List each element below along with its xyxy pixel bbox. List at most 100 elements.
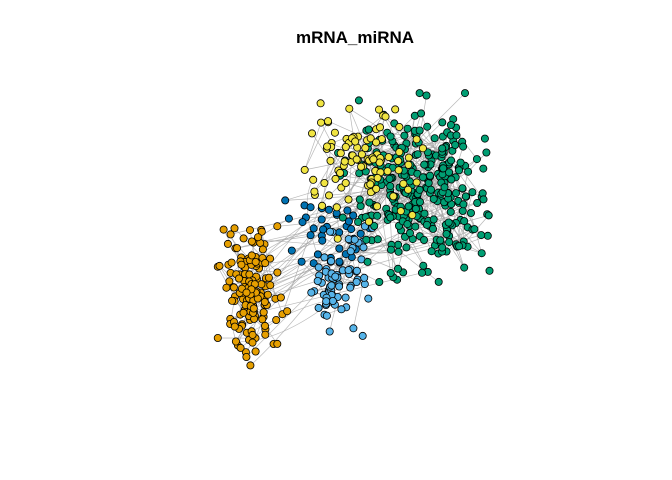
graph-edge — [285, 191, 315, 201]
graph-node-orange-cluster — [226, 230, 235, 239]
graph-node-orange-cluster — [247, 251, 256, 260]
graph-node-darkblue-cluster — [343, 206, 352, 215]
graph-node-green-cluster — [415, 126, 424, 135]
graph-node-green-cluster — [415, 197, 424, 206]
graph-node-yellow-cluster — [309, 175, 318, 184]
graph-node-orange-cluster — [257, 280, 266, 289]
graph-node-orange-cluster — [273, 339, 282, 348]
graph-node-darkblue-cluster — [309, 259, 318, 268]
graph-node-orange-cluster — [249, 304, 258, 313]
graph-node-orange-cluster — [283, 307, 292, 316]
graph-node-green-cluster — [355, 195, 364, 204]
graph-node-darkblue-cluster — [317, 215, 326, 224]
graph-node-orange-cluster — [253, 233, 262, 242]
graph-node-green-cluster — [386, 245, 395, 254]
graph-node-yellow-cluster — [300, 165, 309, 174]
graph-node-yellow-cluster — [320, 178, 329, 187]
graph-node-lightblue-cluster — [313, 276, 322, 285]
graph-node-orange-cluster — [242, 352, 251, 361]
graph-node-lightblue-cluster — [331, 272, 340, 281]
graph-node-green-cluster — [423, 122, 432, 131]
graph-node-yellow-cluster — [389, 192, 398, 201]
graph-node-green-cluster — [411, 222, 420, 231]
graph-node-lightblue-cluster — [337, 305, 346, 314]
graph-node-green-cluster — [464, 167, 473, 176]
graph-node-green-cluster — [444, 168, 453, 177]
graph-node-yellow-cluster — [323, 117, 332, 126]
graph-node-yellow-cluster — [361, 143, 370, 152]
graph-node-orange-cluster — [228, 296, 237, 305]
graph-node-green-cluster — [483, 231, 492, 240]
graph-node-darkblue-cluster — [344, 217, 353, 226]
graph-node-yellow-cluster — [404, 185, 413, 194]
graph-node-yellow-cluster — [384, 153, 393, 162]
graph-node-yellow-cluster — [318, 201, 327, 210]
graph-node-green-cluster — [456, 158, 465, 167]
graph-node-yellow-cluster — [357, 150, 366, 159]
graph-node-darkblue-cluster — [306, 203, 315, 212]
graph-node-lightblue-cluster — [346, 247, 355, 256]
graph-node-yellow-cluster — [323, 142, 332, 151]
graph-node-orange-cluster — [261, 330, 270, 339]
graph-edge — [304, 122, 322, 171]
graph-node-yellow-cluster — [307, 129, 316, 138]
graph-node-green-cluster — [373, 235, 382, 244]
graph-node-green-cluster — [404, 202, 413, 211]
graph-node-lightblue-cluster — [346, 283, 355, 292]
graph-node-darkblue-cluster — [318, 236, 327, 245]
graph-node-yellow-cluster — [369, 155, 378, 164]
graph-node-orange-cluster — [273, 222, 282, 231]
graph-node-green-cluster — [422, 91, 431, 100]
graph-node-orange-cluster — [266, 281, 275, 290]
graph-node-yellow-cluster — [418, 144, 427, 153]
graph-node-green-cluster — [362, 235, 371, 244]
graph-node-green-cluster — [394, 247, 403, 256]
graph-node-lightblue-cluster — [352, 266, 361, 275]
graph-node-yellow-cluster — [352, 155, 361, 164]
graph-node-yellow-cluster — [336, 168, 345, 177]
graph-node-darkblue-cluster — [284, 214, 293, 223]
graph-node-yellow-cluster — [374, 105, 383, 114]
graph-node-yellow-cluster — [373, 173, 382, 182]
graph-node-orange-cluster — [258, 315, 267, 324]
graph-node-green-cluster — [438, 243, 447, 252]
graph-node-yellow-cluster — [330, 128, 339, 137]
graph-node-lightblue-cluster — [327, 281, 336, 290]
graph-node-green-cluster — [417, 268, 426, 277]
graph-node-green-cluster — [461, 192, 470, 201]
graph-node-darkblue-cluster — [335, 244, 344, 253]
graph-node-green-cluster — [420, 160, 429, 169]
graph-edge — [382, 115, 443, 170]
graph-node-orange-cluster — [266, 254, 275, 263]
graph-node-lightblue-cluster — [352, 277, 361, 286]
graph-node-green-cluster — [405, 229, 414, 238]
graph-node-orange-cluster — [276, 293, 285, 302]
graph-node-green-cluster — [445, 238, 454, 247]
graph-node-green-cluster — [419, 261, 428, 270]
graph-node-orange-cluster — [273, 268, 282, 277]
graph-node-yellow-cluster — [357, 162, 366, 171]
graph-node-lightblue-cluster — [314, 263, 323, 272]
graph-node-green-cluster — [470, 225, 479, 234]
graph-edge — [314, 138, 347, 192]
graph-node-orange-cluster — [237, 260, 246, 269]
graph-edge — [304, 120, 329, 171]
graph-node-yellow-cluster — [383, 167, 392, 176]
graph-node-green-cluster — [438, 144, 447, 153]
graph-node-orange-cluster — [230, 322, 239, 331]
graph-node-yellow-cluster — [336, 149, 345, 158]
graph-node-darkblue-cluster — [309, 224, 318, 233]
graph-node-green-cluster — [411, 204, 420, 213]
graph-node-green-cluster — [355, 169, 364, 178]
graph-node-darkblue-cluster — [356, 229, 365, 238]
graph-node-yellow-cluster — [310, 187, 319, 196]
graph-node-orange-cluster — [247, 237, 256, 246]
graph-node-green-cluster — [454, 166, 463, 175]
graph-node-green-cluster — [459, 142, 468, 151]
graph-node-lightblue-cluster — [364, 294, 373, 303]
graph-node-yellow-cluster — [324, 191, 333, 200]
graph-node-orange-cluster — [223, 239, 232, 248]
graph-node-lightblue-cluster — [358, 331, 367, 340]
graph-node-yellow-cluster — [351, 137, 360, 146]
graph-node-orange-cluster — [246, 361, 255, 370]
